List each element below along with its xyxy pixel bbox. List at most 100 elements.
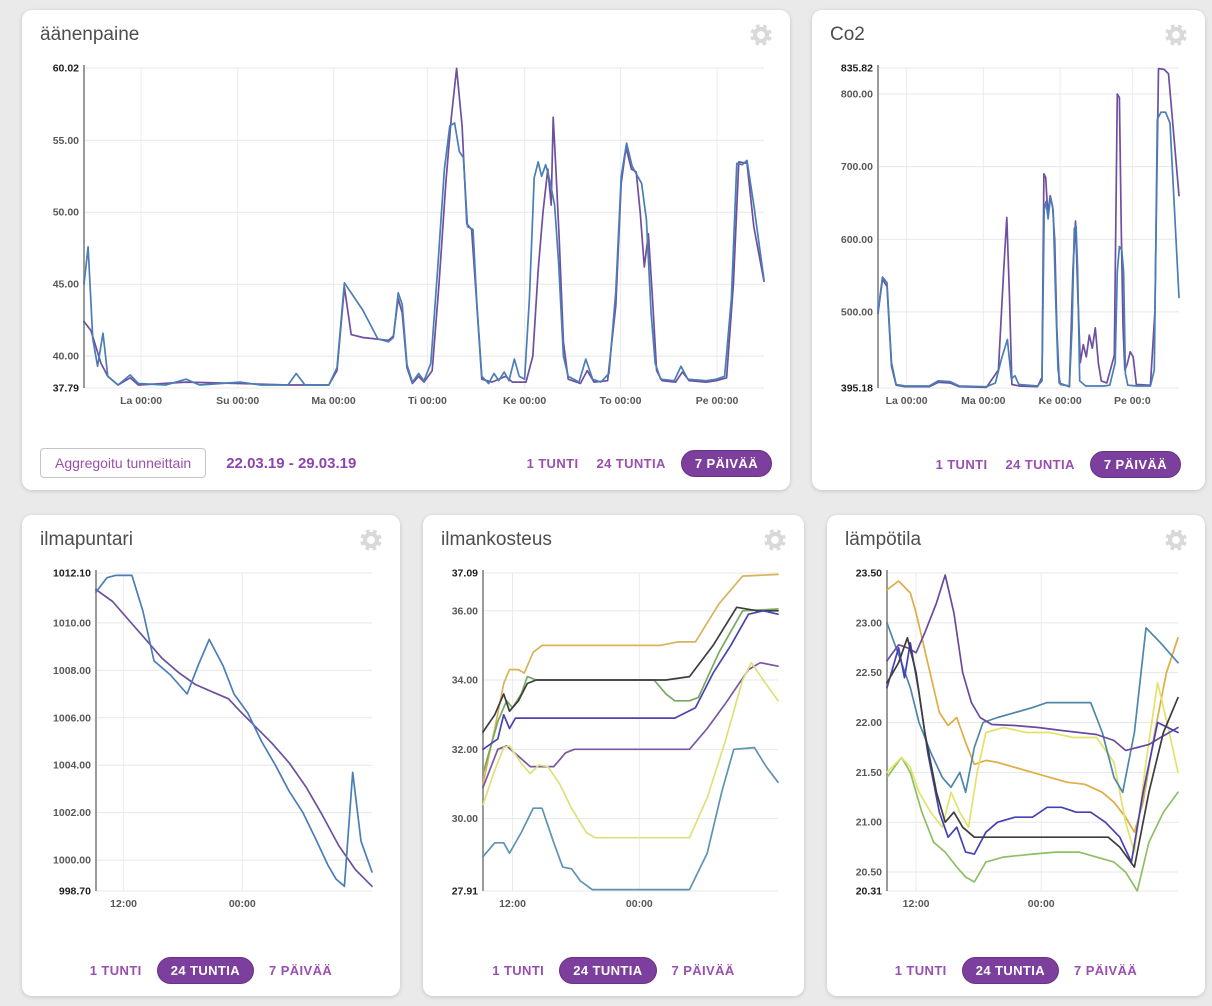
- y-tick-label: 55.00: [53, 135, 79, 147]
- line-chart-aanenpaine: La 00:00 Su 00:00 Ma 00:00 Ti 00:00 Ke 00:00…: [53, 63, 765, 407]
- gear-body: [1167, 26, 1185, 44]
- gear-body: [766, 531, 784, 549]
- card-header: Co2: [830, 22, 1187, 52]
- time-range-button-24-tuntia[interactable]: 24 TUNTIA: [1005, 457, 1075, 472]
- time-range-button-1-tunti[interactable]: 1 TUNTI: [89, 963, 142, 978]
- y-tick-label: 1008.00: [53, 665, 91, 677]
- series-purple: [95, 588, 373, 888]
- date-range-label: 22.03.19 - 29.03.19: [226, 454, 357, 472]
- y-tick-label: 27.91: [452, 886, 478, 898]
- card-title: ilmapuntari: [40, 529, 133, 550]
- gear-body: [362, 531, 380, 549]
- y-tick-label: 500.00: [841, 306, 873, 318]
- time-range-button-24-tuntia[interactable]: 24 TUNTIA: [156, 957, 255, 984]
- card-title: ilmankosteus: [441, 529, 552, 550]
- x-tick-label: Ke 00:00: [503, 395, 546, 407]
- x-tick-label: 00:00: [229, 898, 256, 910]
- time-range-button-7-päivää[interactable]: 7 PÄIVÄÄ: [671, 963, 735, 978]
- x-tick-label: Ma 00:00: [311, 395, 356, 407]
- card-header: lämpötila: [845, 527, 1187, 557]
- gear-teeth: [1165, 529, 1187, 551]
- series-gold: [482, 573, 779, 785]
- series-black: [886, 636, 1179, 868]
- x-tick-label: 00:00: [626, 898, 653, 910]
- card-footer: 1 TUNTI 24 TUNTIA 7 PÄIVÄÄ: [441, 957, 786, 984]
- card-ilmankosteus: ilmankosteus 12:00 00:00 37.09 36.00 34.00 32…: [423, 515, 804, 996]
- series-steelblue: [482, 746, 779, 891]
- gear-icon[interactable]: [1163, 527, 1189, 553]
- x-tick-label: To 00:00: [600, 395, 642, 407]
- gear-icon[interactable]: [762, 527, 788, 553]
- series-steelblue: [886, 621, 1179, 794]
- card-ilmapuntari: ilmapuntari 12:00 00:00 1012.10 1010.00 1008…: [22, 515, 400, 996]
- time-range-button-7-päivää[interactable]: 7 PÄIVÄÄ: [680, 449, 772, 477]
- time-range-button-1-tunti[interactable]: 1 TUNTI: [935, 457, 988, 472]
- y-tick-label: 32.00: [452, 744, 478, 756]
- series-purple: [886, 574, 1179, 752]
- time-range-button-7-päivää[interactable]: 7 PÄIVÄÄ: [269, 963, 333, 978]
- time-range-button-1-tunti[interactable]: 1 TUNTI: [526, 455, 579, 471]
- x-tick-label: 12:00: [499, 898, 526, 910]
- series-purple: [877, 67, 1180, 389]
- y-tick-label: 23.50: [856, 568, 882, 580]
- y-tick-label: 700.00: [841, 161, 873, 173]
- time-range-button-1-tunti[interactable]: 1 TUNTI: [894, 963, 947, 978]
- bottom-row: ilmapuntari 12:00 00:00 1012.10 1010.00 1008…: [22, 515, 1205, 996]
- time-range-button-7-päivää[interactable]: 7 PÄIVÄÄ: [1074, 963, 1138, 978]
- x-tick-label: Pe 00:00: [696, 395, 739, 407]
- gear-body: [752, 26, 770, 44]
- y-tick-label: 20.50: [856, 867, 882, 879]
- time-range-button-1-tunti[interactable]: 1 TUNTI: [492, 963, 545, 978]
- y-tick-label: 37.09: [452, 568, 478, 580]
- y-tick-label: 21.50: [856, 767, 882, 779]
- x-tick-label: La 00:00: [120, 395, 162, 407]
- card-footer: 1 TUNTI 24 TUNTIA 7 PÄIVÄÄ: [845, 957, 1187, 984]
- series-blue: [95, 574, 373, 888]
- x-tick-label: La 00:00: [886, 395, 928, 407]
- time-range-buttons: 1 TUNTI 24 TUNTIA 7 PÄIVÄÄ: [489, 957, 737, 984]
- card-footer: Aggregoitu tunneittain 22.03.19 - 29.03.…: [40, 448, 772, 478]
- time-range-button-24-tuntia[interactable]: 24 TUNTIA: [596, 455, 666, 471]
- gear-icon[interactable]: [1163, 22, 1189, 48]
- x-tick-label: Ma 00:00: [961, 395, 1006, 407]
- card-header: äänenpaine: [40, 22, 772, 52]
- time-range-button-24-tuntia[interactable]: 24 TUNTIA: [961, 957, 1060, 984]
- y-tick-label: 21.00: [856, 817, 882, 829]
- x-tick-label: 12:00: [903, 898, 930, 910]
- series-yellow: [482, 661, 779, 839]
- y-tick-label: 1010.00: [53, 617, 91, 629]
- time-range-buttons: 1 TUNTI 24 TUNTIA 7 PÄIVÄÄ: [524, 449, 772, 477]
- y-tick-label: 1012.10: [53, 568, 91, 580]
- time-range-button-24-tuntia[interactable]: 24 TUNTIA: [559, 957, 657, 984]
- gear-icon[interactable]: [748, 22, 774, 48]
- y-tick-label: 20.31: [856, 886, 882, 898]
- card-aanenpaine: äänenpaine La 00:00 Su 00:00 Ma 00:00 Ti 00…: [22, 10, 790, 490]
- x-tick-label: 00:00: [1028, 898, 1055, 910]
- y-tick-label: 36.00: [452, 605, 478, 617]
- time-range-buttons: 1 TUNTI 24 TUNTIA 7 PÄIVÄÄ: [933, 451, 1181, 478]
- aggregation-selector[interactable]: Aggregoitu tunneittain: [40, 448, 207, 478]
- line-chart-co2: La 00:00 Ma 00:00 Ke 00:00 Pe 00:0 835.82 800…: [841, 63, 1180, 407]
- y-tick-label: 23.00: [856, 617, 882, 629]
- gear-icon[interactable]: [358, 527, 384, 553]
- time-range-button-7-päivää[interactable]: 7 PÄIVÄÄ: [1089, 451, 1181, 478]
- y-tick-label: 45.00: [53, 279, 79, 291]
- card-title: lämpötila: [845, 529, 922, 550]
- time-range-buttons: 1 TUNTI 24 TUNTIA 7 PÄIVÄÄ: [892, 957, 1140, 984]
- gear-body: [1167, 531, 1185, 549]
- series-indigo: [482, 609, 779, 751]
- y-tick-label: 800.00: [841, 89, 873, 101]
- y-tick-label: 600.00: [841, 234, 873, 246]
- x-tick-label: Ti 00:00: [408, 395, 447, 407]
- y-tick-label: 998.70: [59, 886, 91, 898]
- card-header: ilmankosteus: [441, 527, 786, 557]
- y-tick-label: 395.18: [841, 383, 873, 395]
- y-tick-label: 1006.00: [53, 712, 91, 724]
- line-chart-ilmankosteus: 12:00 00:00 37.09 36.00 34.00 32.00 30.00 27.91: [452, 568, 779, 910]
- y-tick-label: 40.00: [53, 351, 79, 363]
- series-blue: [83, 122, 765, 386]
- time-range-buttons: 1 TUNTI 24 TUNTIA 7 PÄIVÄÄ: [87, 957, 335, 984]
- y-tick-label: 34.00: [452, 675, 478, 687]
- y-tick-label: 22.50: [856, 667, 882, 679]
